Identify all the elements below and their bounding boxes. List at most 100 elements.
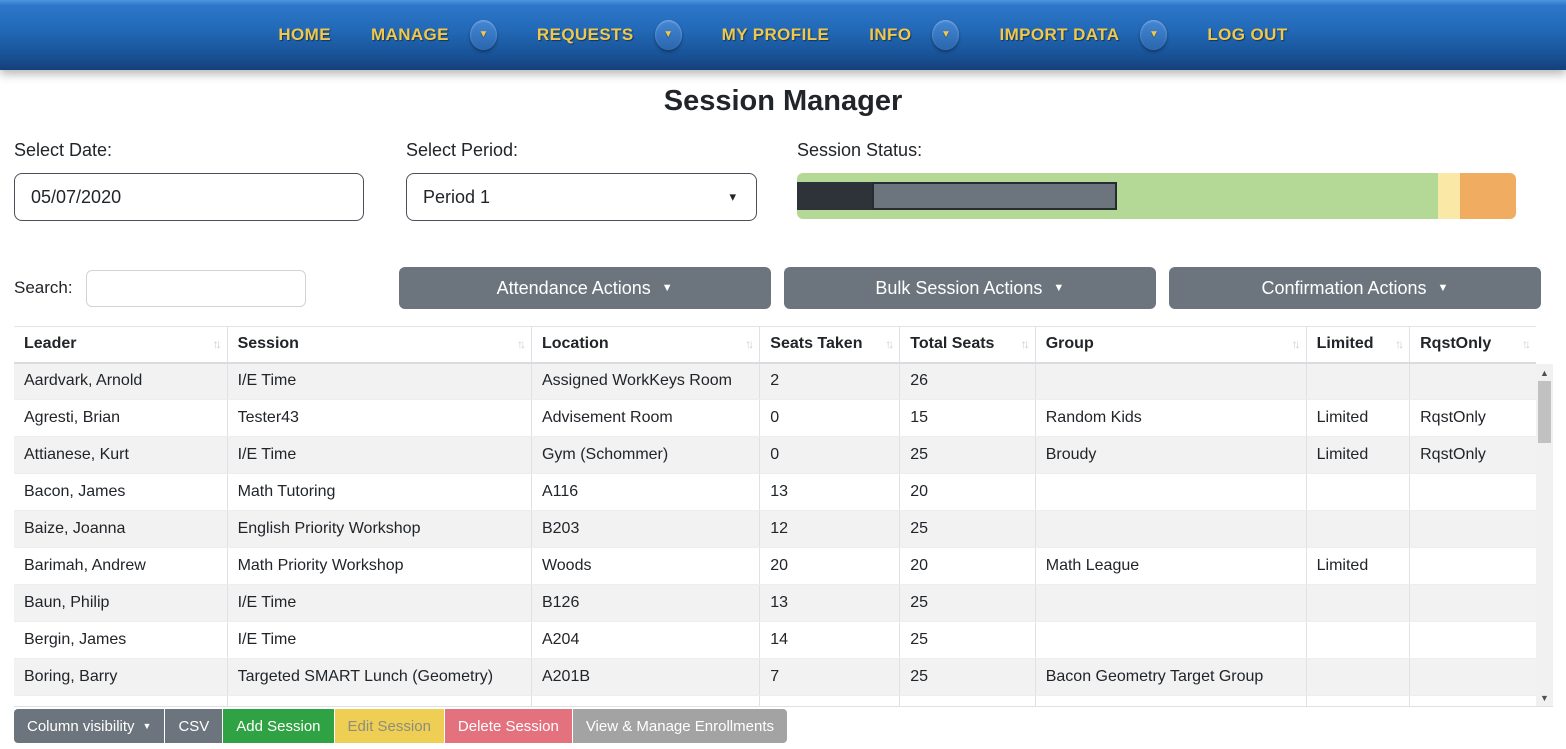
session-status-label: Session Status: [797, 140, 923, 160]
table-cell [1409, 695, 1536, 706]
column-header-leader[interactable]: Leader ↑↓ [14, 326, 228, 364]
main-navbar: HOME MANAGE ▼ REQUESTS ▼ MY PROFILE INFO ▼ IMPOR… [0, 0, 1566, 70]
table-row[interactable] [14, 695, 1536, 706]
button-label: Delete Session [457, 717, 559, 735]
sort-icon: ↑↓ [1020, 337, 1030, 352]
nav-dropdown-toggle-manage[interactable]: ▼ [469, 20, 497, 50]
column-header-label: Session [237, 335, 299, 353]
table-row[interactable]: Boring, Barry Targeted SMART Lunch (Geome… [14, 658, 1536, 696]
table-cell [1306, 362, 1411, 400]
table-row[interactable]: Agresti, Brian Tester43 Advisement Room 0 15… [14, 399, 1536, 437]
chevron-down-icon: ▼ [661, 282, 673, 294]
table-cell: Advisement Room [531, 399, 761, 437]
table-cell [1409, 547, 1536, 585]
table-cell: Boring, Barry [14, 658, 228, 696]
table-cell: Gym (Schommer) [531, 436, 761, 474]
table-cell: 25 [899, 584, 1036, 622]
column-header-total-seats[interactable]: Total Seats ↑↓ [899, 326, 1036, 364]
table-cell: A204 [531, 621, 761, 659]
chevron-down-icon: ▼ [1437, 282, 1449, 294]
column-header-label: Total Seats [910, 335, 995, 353]
nav-dropdown-toggle-info[interactable]: ▼ [932, 20, 960, 50]
table-cell: Assigned WorkKeys Room [531, 362, 761, 400]
nav-items: HOME MANAGE ▼ REQUESTS ▼ MY PROFILE INFO ▼ IMPOR… [258, 20, 1307, 50]
nav-item: LOG OUT [1207, 25, 1287, 45]
table-row[interactable]: Bergin, James I/E Time A204 14 25 [14, 621, 1536, 659]
sort-icon: ↑↓ [885, 337, 894, 352]
table-cell: English Priority Workshop [227, 510, 532, 548]
confirmation-actions-button[interactable]: Confirmation Actions ▼ [1168, 267, 1542, 309]
table-cell: Aardvark, Arnold [14, 362, 228, 400]
table-cell: 13 [759, 473, 901, 511]
column-header-group[interactable]: Group ↑↓ [1035, 326, 1307, 364]
sort-icon: ↑↓ [1522, 337, 1531, 352]
table-cell: Attianese, Kurt [14, 436, 228, 474]
table-cell: 13 [759, 584, 901, 622]
nav-item-home[interactable]: HOME [278, 25, 331, 44]
nav-item-manage[interactable]: MANAGE [370, 25, 449, 44]
chevron-down-icon: ▼ [142, 721, 152, 731]
table-scrollbar[interactable]: ▲ ▼ [1536, 364, 1553, 706]
table-cell: I/E Time [227, 584, 532, 622]
page-title: Session Manager [663, 85, 903, 117]
table-cell [1409, 510, 1536, 548]
nav-dropdown-toggle-requests[interactable]: ▼ [654, 20, 682, 50]
column-header-location[interactable]: Location ↑↓ [531, 326, 761, 364]
bulk-session-actions-button[interactable]: Bulk Session Actions ▼ [783, 267, 1156, 309]
button-label: Edit Session [347, 717, 431, 735]
table-cell: B126 [531, 584, 761, 622]
nav-item-import-data[interactable]: IMPORT DATA [999, 25, 1120, 44]
sort-icon: ↑↓ [745, 337, 754, 352]
table-row[interactable]: Baize, Joanna English Priority Workshop B2… [14, 510, 1536, 548]
table-cell [1306, 584, 1411, 622]
sessions-data-table: Leader ↑↓ Session ↑↓ Location ↑↓ Seats Taken ↑↓… [14, 326, 1536, 706]
table-cell: I/E Time [227, 436, 532, 474]
table-row[interactable]: Baun, Philip I/E Time B126 13 25 [14, 584, 1536, 622]
csv-button[interactable]: CSV [165, 709, 223, 743]
sort-icon: ↑↓ [1291, 337, 1301, 352]
nav-item-info[interactable]: INFO [869, 25, 912, 44]
view-manage-enrollments-button[interactable]: View & Manage Enrollments [572, 709, 787, 743]
table-cell: Math Tutoring [227, 473, 532, 511]
nav-dropdown-toggle-import-data[interactable]: ▼ [1140, 20, 1168, 50]
table-cell: Baize, Joanna [14, 510, 228, 548]
scrollbar-thumb[interactable] [1538, 381, 1551, 443]
period-select[interactable]: Period 1 ▾ [406, 173, 757, 221]
attendance-actions-button[interactable]: Attendance Actions ▼ [398, 267, 771, 309]
table-cell [1409, 658, 1536, 696]
table-header-row: Leader ↑↓ Session ↑↓ Location ↑↓ Seats Taken ↑↓… [14, 326, 1536, 364]
table-row[interactable]: Aardvark, Arnold I/E Time Assigned WorkKey… [14, 362, 1536, 400]
table-row[interactable]: Bacon, James Math Tutoring A116 13 20 [14, 473, 1536, 511]
button-label: Column visibility [27, 717, 135, 735]
table-cell: 25 [899, 658, 1036, 696]
nav-item-log-out[interactable]: LOG OUT [1207, 25, 1288, 44]
edit-session-button[interactable]: Edit Session [334, 709, 444, 743]
search-input[interactable] [85, 269, 306, 307]
table-cell: 26 [899, 362, 1036, 400]
table-cell: A116 [531, 473, 761, 511]
table-cell [1306, 621, 1411, 659]
table-row[interactable]: Attianese, Kurt I/E Time Gym (Schommer) 0 25… [14, 436, 1536, 474]
table-cell [227, 695, 532, 706]
column-header-session[interactable]: Session ↑↓ [227, 326, 532, 364]
table-cell: Bergin, James [14, 621, 228, 659]
column-visibility-button[interactable]: Column visibility ▼ [14, 709, 165, 743]
column-header-label: Location [541, 335, 609, 353]
nav-item: IMPORT DATA ▼ [999, 20, 1168, 50]
scrollbar-down-icon[interactable]: ▼ [1540, 692, 1549, 703]
column-header-rqstonly[interactable]: RqstOnly ↑↓ [1409, 326, 1536, 364]
table-cell [1035, 695, 1307, 706]
delete-session-button[interactable]: Delete Session [444, 709, 572, 743]
sort-icon: ↑↓ [516, 337, 526, 352]
table-cell [531, 695, 761, 706]
column-header-limited[interactable]: Limited ↑↓ [1306, 326, 1411, 364]
table-row[interactable]: Barimah, Andrew Math Priority Workshop Woo… [14, 547, 1536, 585]
table-cell: 25 [899, 621, 1036, 659]
add-session-button[interactable]: Add Session [223, 709, 334, 743]
scrollbar-up-icon[interactable]: ▲ [1540, 367, 1549, 378]
date-input[interactable] [14, 173, 364, 221]
nav-item-requests[interactable]: REQUESTS [536, 25, 634, 44]
chevron-down-icon: ▼ [1053, 282, 1065, 294]
nav-item-my-profile[interactable]: MY PROFILE [721, 25, 830, 44]
column-header-seats-taken[interactable]: Seats Taken ↑↓ [759, 326, 901, 364]
